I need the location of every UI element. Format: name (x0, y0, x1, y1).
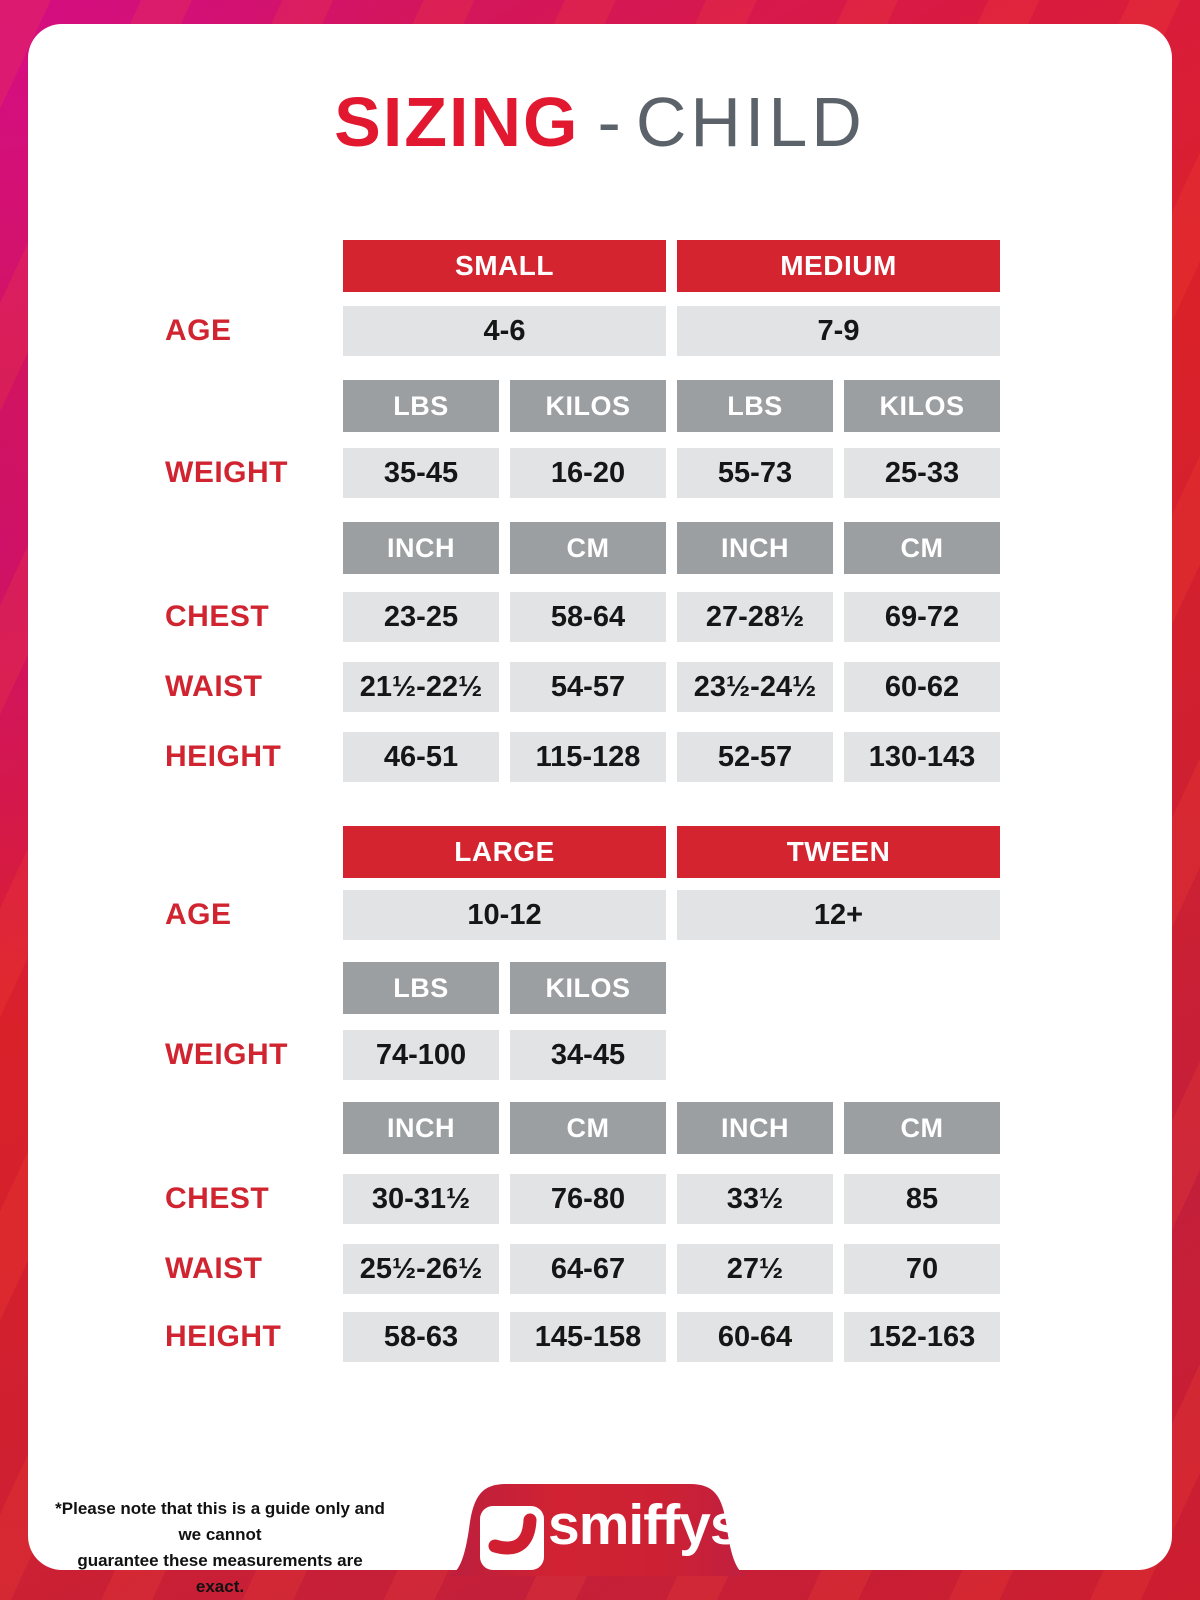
size-header-small: SMALL (343, 240, 666, 292)
table-row-weight: WEIGHT 74-100 34-45 (165, 1030, 666, 1080)
table-cell: 60-62 (844, 662, 1000, 712)
table-row-age: AGE 10-12 12+ (165, 890, 1000, 940)
unit-header-lbs: LBS (343, 962, 499, 1014)
row-label-weight: WEIGHT (165, 456, 288, 489)
unit-header-kilos: KILOS (510, 962, 666, 1014)
footnote-line-1: *Please note that this is a guide only a… (55, 1499, 385, 1544)
unit-header-cm: CM (844, 522, 1000, 574)
table-row-measure-units: INCH CM INCH CM (343, 522, 1000, 574)
table-cell: 7-9 (677, 306, 1000, 356)
size-header-tween: TWEEN (677, 826, 1000, 878)
table-cell: 34-45 (510, 1030, 666, 1080)
table-cell: 58-64 (510, 592, 666, 642)
table-row: SMALL MEDIUM (343, 240, 1000, 292)
smiffys-logo-graphic (446, 1484, 750, 1576)
brand-name: smiffys (548, 1493, 742, 1557)
table-row-chest: CHEST 23-25 58-64 27-28½ 69-72 (165, 592, 1000, 642)
row-label-age: AGE (165, 898, 232, 931)
table-cell: 21½-22½ (343, 662, 499, 712)
table-cell: 130-143 (844, 732, 1000, 782)
table-row-weight-units: LBS KILOS LBS KILOS (343, 380, 1000, 432)
table-cell: 30-31½ (343, 1174, 499, 1224)
table-cell: 54-57 (510, 662, 666, 712)
footnote: *Please note that this is a guide only a… (55, 1496, 385, 1600)
table-row-height: HEIGHT 58-63 145-158 60-64 152-163 (165, 1312, 1000, 1362)
table-cell: 46-51 (343, 732, 499, 782)
trademark-symbol: TM (742, 1505, 762, 1521)
table-cell: 12+ (677, 890, 1000, 940)
table-cell: 70 (844, 1244, 1000, 1294)
unit-header-inch: INCH (343, 1102, 499, 1154)
row-label-age: AGE (165, 314, 232, 347)
table-cell: 23½-24½ (677, 662, 833, 712)
table-cell: 145-158 (510, 1312, 666, 1362)
unit-header-cm: CM (844, 1102, 1000, 1154)
row-label-height: HEIGHT (165, 740, 282, 773)
row-label-height: HEIGHT (165, 1320, 282, 1353)
title-child: CHILD (635, 83, 866, 161)
table-row-chest: CHEST 30-31½ 76-80 33½ 85 (165, 1174, 1000, 1224)
table-cell: 55-73 (677, 448, 833, 498)
unit-header-lbs: LBS (677, 380, 833, 432)
table-cell: 33½ (677, 1174, 833, 1224)
table-cell: 16-20 (510, 448, 666, 498)
title-sizing: SIZING (334, 83, 580, 161)
unit-header-inch: INCH (677, 522, 833, 574)
unit-header-inch: INCH (343, 522, 499, 574)
table-row-waist: WAIST 25½-26½ 64-67 27½ 70 (165, 1244, 1000, 1294)
table-cell: 10-12 (343, 890, 666, 940)
footnote-line-2: guarantee these measurements are exact. (77, 1551, 363, 1596)
table-row: LARGE TWEEN (343, 826, 1000, 878)
table-row-age: AGE 4-6 7-9 (165, 306, 1000, 356)
table-cell: 35-45 (343, 448, 499, 498)
table-row-weight: WEIGHT 35-45 16-20 55-73 25-33 (165, 448, 1000, 498)
table-cell: 27½ (677, 1244, 833, 1294)
unit-header-cm: CM (510, 522, 666, 574)
row-label-chest: CHEST (165, 1182, 270, 1215)
table-cell: 64-67 (510, 1244, 666, 1294)
table-cell: 4-6 (343, 306, 666, 356)
table-row-weight-units: LBS KILOS (343, 962, 666, 1014)
unit-header-cm: CM (510, 1102, 666, 1154)
table-cell: 25½-26½ (343, 1244, 499, 1294)
brand-wordmark: smiffys TM (548, 1492, 762, 1558)
table-cell: 115-128 (510, 732, 666, 782)
smiffys-logo-tab: smiffys TM (446, 1484, 761, 1576)
table-row-measure-units: INCH CM INCH CM (343, 1102, 1000, 1154)
row-label-waist: WAIST (165, 670, 263, 703)
table-row-waist: WAIST 21½-22½ 54-57 23½-24½ 60-62 (165, 662, 1000, 712)
unit-header-kilos: KILOS (510, 380, 666, 432)
table-cell: 52-57 (677, 732, 833, 782)
table-cell: 85 (844, 1174, 1000, 1224)
page-title: SIZING - CHILD (0, 82, 1200, 162)
unit-header-inch: INCH (677, 1102, 833, 1154)
size-header-large: LARGE (343, 826, 666, 878)
table-cell: 25-33 (844, 448, 1000, 498)
table-row-height: HEIGHT 46-51 115-128 52-57 130-143 (165, 732, 1000, 782)
row-label-waist: WAIST (165, 1252, 263, 1285)
table-cell: 69-72 (844, 592, 1000, 642)
smile-icon (488, 1513, 537, 1555)
table-cell: 23-25 (343, 592, 499, 642)
row-label-chest: CHEST (165, 600, 270, 633)
title-separator: - (597, 83, 622, 161)
row-label-weight: WEIGHT (165, 1038, 288, 1071)
table-cell: 74-100 (343, 1030, 499, 1080)
table-cell: 152-163 (844, 1312, 1000, 1362)
table-cell: 76-80 (510, 1174, 666, 1224)
table-cell: 58-63 (343, 1312, 499, 1362)
unit-header-kilos: KILOS (844, 380, 1000, 432)
size-header-medium: MEDIUM (677, 240, 1000, 292)
table-cell: 60-64 (677, 1312, 833, 1362)
table-cell: 27-28½ (677, 592, 833, 642)
unit-header-lbs: LBS (343, 380, 499, 432)
